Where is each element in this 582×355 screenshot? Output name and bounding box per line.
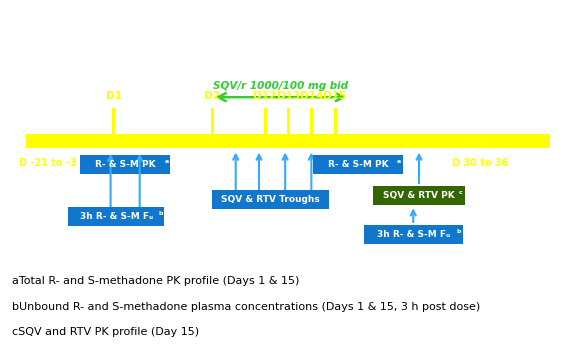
FancyBboxPatch shape [313, 155, 403, 174]
Text: D 30 to 36: D 30 to 36 [452, 158, 508, 168]
Text: D2: D2 [204, 91, 221, 101]
FancyBboxPatch shape [80, 155, 170, 174]
Text: b: b [457, 229, 462, 234]
FancyBboxPatch shape [69, 207, 165, 226]
Text: qd: qd [415, 8, 441, 26]
FancyBboxPatch shape [26, 134, 550, 148]
Text: R- & S-M PK: R- & S-M PK [95, 160, 155, 169]
Text: bUnbound R- and S-methadone plasma concentrations (Days 1 & 15, 3 h post dose): bUnbound R- and S-methadone plasma conce… [12, 302, 480, 312]
Text: SQV & RTV Troughs: SQV & RTV Troughs [221, 195, 320, 204]
Text: cSQV and RTV PK profile (Day 15): cSQV and RTV PK profile (Day 15) [12, 327, 199, 338]
Text: b: b [158, 211, 163, 215]
Text: a: a [164, 159, 169, 164]
Text: R- & S-M PK: R- & S-M PK [328, 160, 388, 169]
Text: SQV & RTV PK: SQV & RTV PK [383, 191, 455, 200]
Text: D1: D1 [105, 91, 122, 101]
Text: D12: D12 [253, 91, 276, 101]
Text: Follow-up: Follow-up [449, 135, 506, 145]
Text: D13: D13 [276, 91, 300, 101]
Text: a: a [397, 159, 402, 164]
Text: 3h R- & S-M Fᵤ: 3h R- & S-M Fᵤ [377, 230, 450, 239]
FancyBboxPatch shape [212, 190, 329, 209]
Text: SQV/r 1000/100 mg bid: SQV/r 1000/100 mg bid [214, 81, 348, 91]
Text: aTotal R- and S-methadone PK profile (Days 1 & 15): aTotal R- and S-methadone PK profile (Da… [12, 276, 299, 286]
Text: Screening: Screening [26, 135, 85, 145]
FancyBboxPatch shape [373, 186, 465, 206]
FancyBboxPatch shape [364, 225, 463, 244]
Text: c: c [459, 190, 463, 195]
Text: 3h R- & S-M Fᵤ: 3h R- & S-M Fᵤ [80, 212, 153, 221]
Text: D14: D14 [300, 91, 323, 101]
Text: D15: D15 [323, 91, 346, 101]
Text: Methadone 60–120 mg: Methadone 60–120 mg [173, 8, 409, 26]
Text: D -21 to -3: D -21 to -3 [19, 158, 77, 168]
